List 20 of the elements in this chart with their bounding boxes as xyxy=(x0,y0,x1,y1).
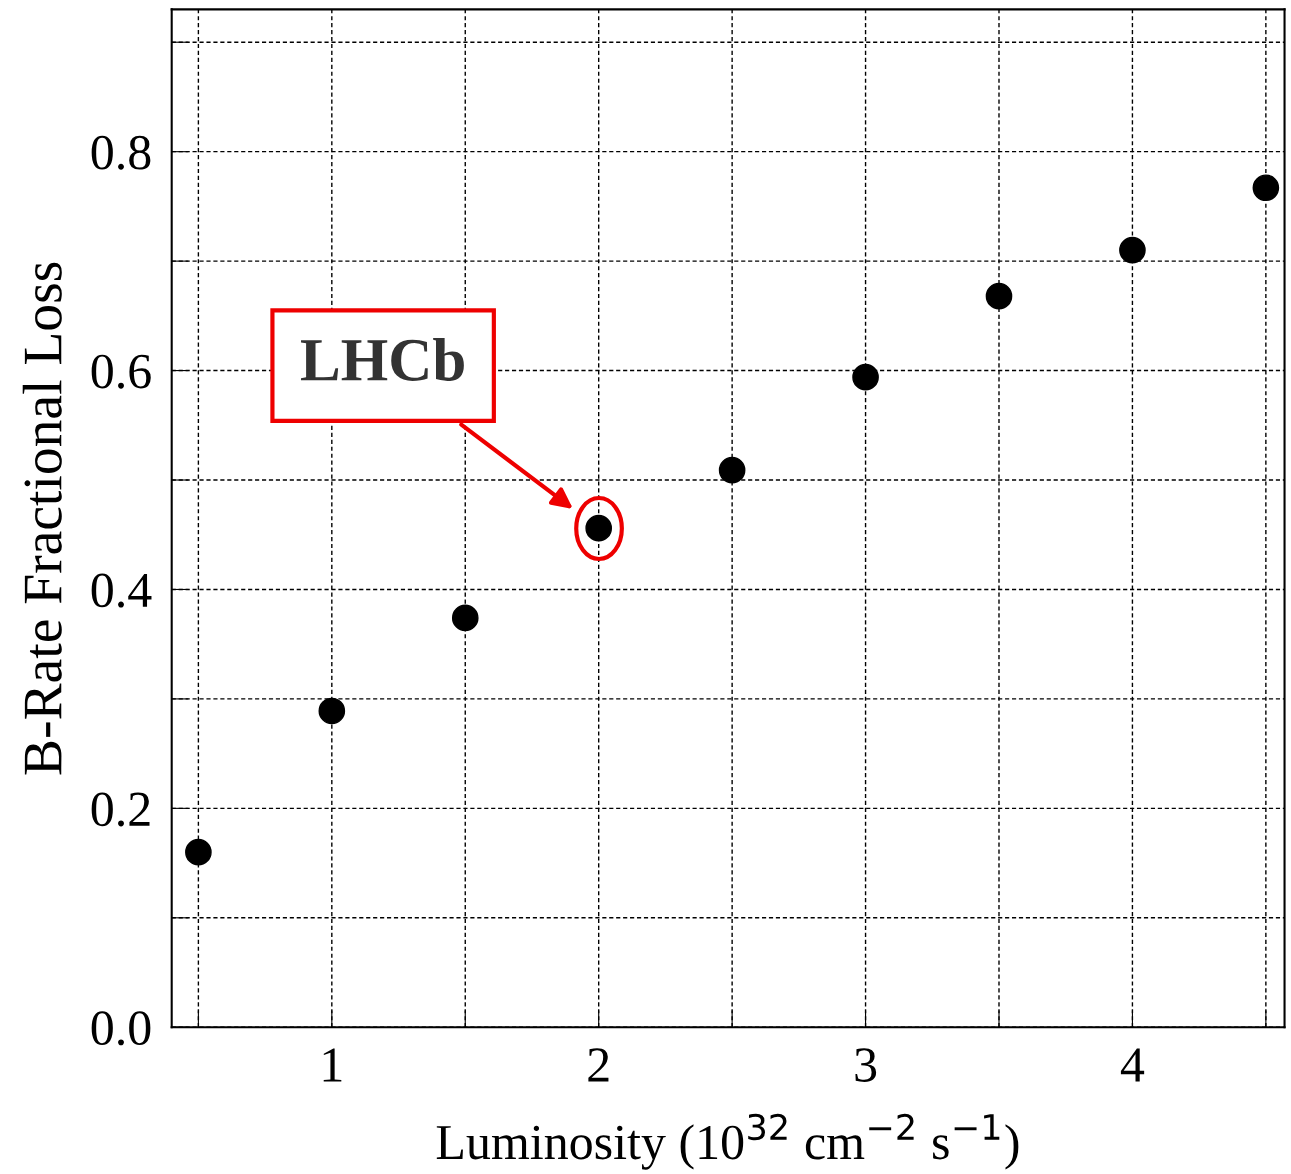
y-tick-label: 0.0 xyxy=(91,1011,151,1046)
point xyxy=(318,697,346,725)
point xyxy=(985,282,1013,310)
point xyxy=(1119,236,1146,264)
point xyxy=(1252,174,1280,202)
y-tick-label: 0.2 xyxy=(91,792,150,827)
y-axis-title: B-Rate Fractional Loss xyxy=(22,262,62,775)
annotation: LHCb xyxy=(300,337,464,381)
point xyxy=(852,363,879,391)
point xyxy=(718,456,746,484)
y-tick-label: 0.4 xyxy=(91,573,152,608)
x-tick-label: 2 xyxy=(588,1048,609,1082)
point xyxy=(185,838,212,866)
y-tick-label: 0.8 xyxy=(91,135,151,170)
point xyxy=(451,604,479,632)
x-tick-label: 1 xyxy=(323,1048,342,1082)
x-axis-title: Luminosity (10$^{32}$ cm$^{−2}$ s$^{−1}$) xyxy=(436,1113,1019,1170)
x-tick-label: 3 xyxy=(855,1048,877,1082)
x-tick-label: 4 xyxy=(1120,1048,1145,1082)
y-tick-label: 0.6 xyxy=(91,354,151,389)
